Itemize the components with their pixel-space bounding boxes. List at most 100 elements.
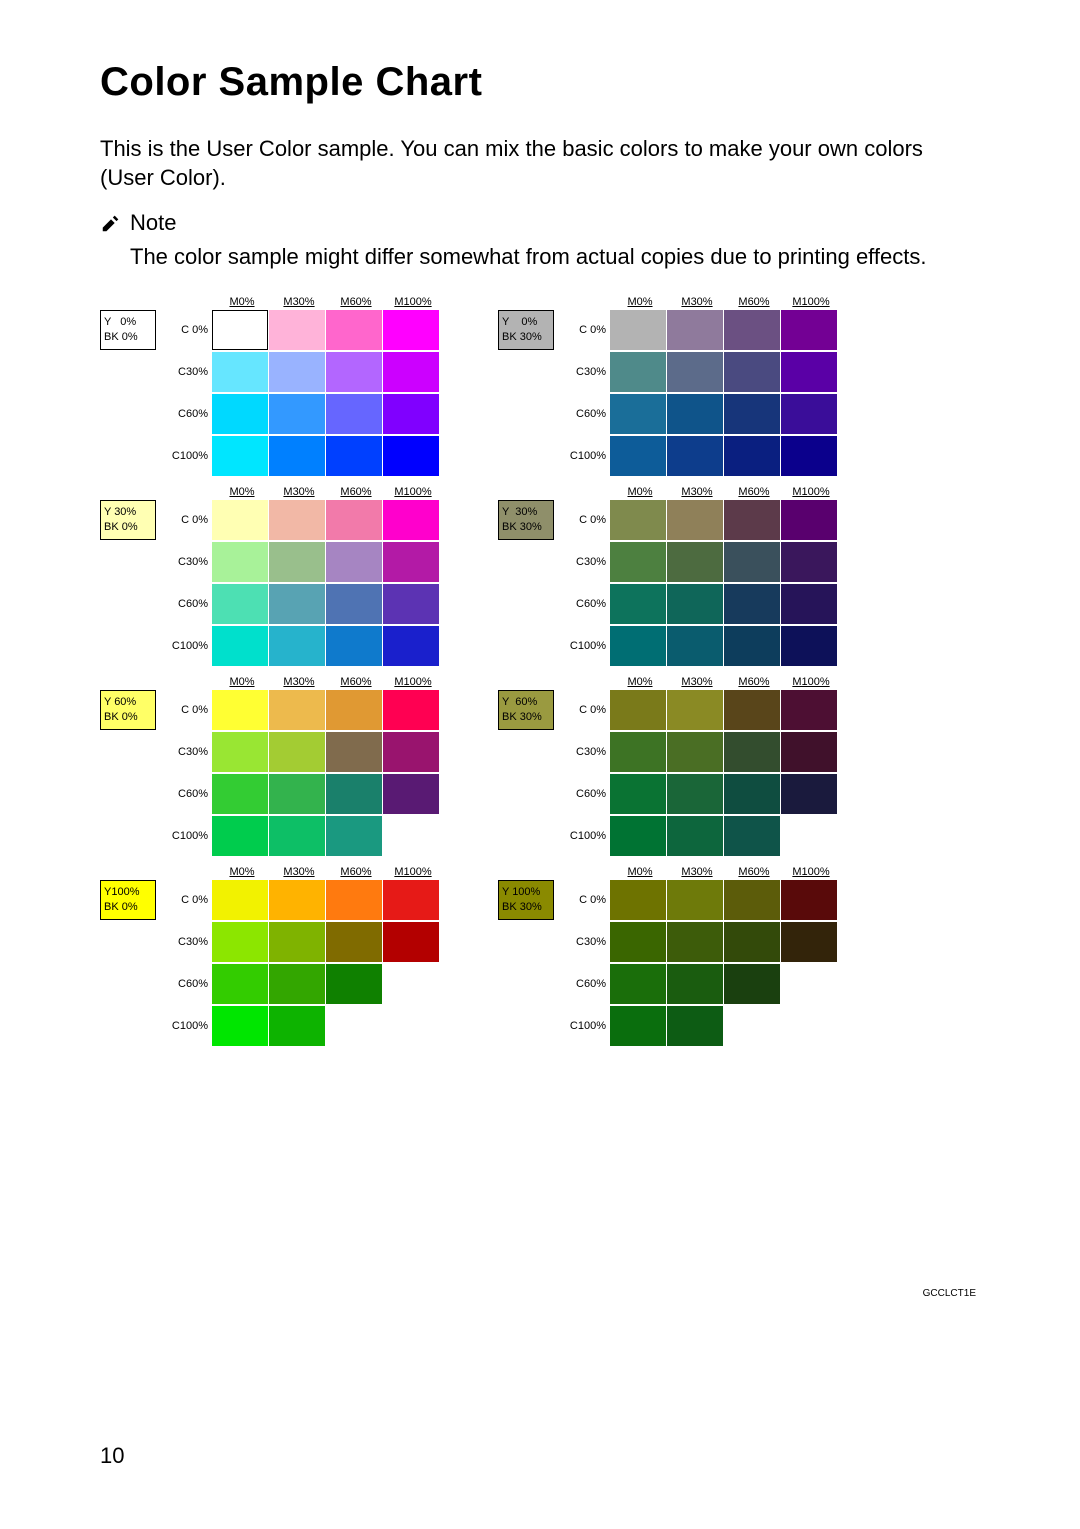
c-label: C100% <box>554 830 610 842</box>
pen-icon <box>100 212 124 239</box>
color-swatch <box>610 542 666 582</box>
color-swatch <box>212 352 268 392</box>
m-label: M100% <box>783 486 839 498</box>
color-swatch <box>781 542 837 582</box>
color-swatch <box>383 690 439 730</box>
m-label: M30% <box>669 866 725 878</box>
m-label: M60% <box>726 296 782 308</box>
swatch-row: Y 60% BK 0%C 0% <box>100 690 442 730</box>
color-swatch <box>781 816 837 856</box>
swatch-row: C30% <box>100 352 442 392</box>
intro-text: This is the User Color sample. You can m… <box>100 135 980 192</box>
color-swatch <box>326 690 382 730</box>
c-label: C30% <box>554 366 610 378</box>
m-label: M30% <box>669 486 725 498</box>
color-swatch <box>781 880 837 920</box>
m-label: M60% <box>328 486 384 498</box>
color-swatch <box>383 626 439 666</box>
swatch-row: C100% <box>100 1006 442 1046</box>
swatch-row: C100% <box>498 436 840 476</box>
yk-box: Y 60% BK 0% <box>100 690 156 730</box>
c-label: C 0% <box>156 514 212 526</box>
color-swatch <box>269 500 325 540</box>
color-swatch <box>667 732 723 772</box>
c-label: C100% <box>554 640 610 652</box>
color-swatch <box>269 816 325 856</box>
swatch-row: C30% <box>498 352 840 392</box>
color-swatch <box>724 500 780 540</box>
color-swatch <box>212 922 268 962</box>
color-swatch <box>724 964 780 1004</box>
swatch-row: C60% <box>100 774 442 814</box>
color-swatch <box>383 816 439 856</box>
cmyk-block: M0%M30%M60%M100%Y 60% BK 30%C 0%C30%C60%… <box>498 676 840 856</box>
color-swatch <box>610 352 666 392</box>
swatch-row: C60% <box>100 584 442 624</box>
color-swatch <box>724 626 780 666</box>
color-swatch <box>724 394 780 434</box>
color-swatch <box>610 922 666 962</box>
color-swatch <box>724 816 780 856</box>
c-label: C30% <box>156 936 212 948</box>
swatch-row: C100% <box>498 816 840 856</box>
m-axis-labels: M0%M30%M60%M100% <box>498 486 840 498</box>
swatch-row: C100% <box>100 816 442 856</box>
color-swatch <box>383 584 439 624</box>
c-label: C60% <box>554 978 610 990</box>
color-swatch <box>326 542 382 582</box>
right-column: M0%M30%M60%M100%Y 0% BK 30%C 0%C30%C60%C… <box>498 296 840 1056</box>
color-swatch <box>667 880 723 920</box>
swatch-row: Y 100% BK 30%C 0% <box>498 880 840 920</box>
c-label: C100% <box>156 640 212 652</box>
c-label: C60% <box>554 598 610 610</box>
color-swatch <box>326 436 382 476</box>
color-swatch <box>724 1006 780 1046</box>
color-swatch <box>212 690 268 730</box>
swatch-row: C60% <box>498 964 840 1004</box>
m-label: M60% <box>328 866 384 878</box>
color-swatch <box>781 500 837 540</box>
color-swatch <box>667 352 723 392</box>
color-swatch <box>212 500 268 540</box>
m-axis-labels: M0%M30%M60%M100% <box>100 676 442 688</box>
c-label: C30% <box>156 366 212 378</box>
color-swatch <box>724 690 780 730</box>
swatch-row: Y 30% BK 0%C 0% <box>100 500 442 540</box>
swatch-row: C30% <box>498 542 840 582</box>
color-swatch <box>667 436 723 476</box>
color-swatch <box>724 922 780 962</box>
m-label: M100% <box>385 296 441 308</box>
page-title: Color Sample Chart <box>100 60 980 105</box>
color-swatch <box>724 310 780 350</box>
m-label: M60% <box>726 866 782 878</box>
c-label: C100% <box>554 1020 610 1032</box>
page-number: 10 <box>100 1443 124 1469</box>
color-swatch <box>610 690 666 730</box>
color-swatch <box>383 922 439 962</box>
color-swatch <box>326 964 382 1004</box>
swatch-row: C60% <box>100 394 442 434</box>
color-swatch <box>269 584 325 624</box>
color-swatch <box>781 394 837 434</box>
color-swatch <box>610 1006 666 1046</box>
color-swatch <box>269 626 325 666</box>
cmyk-block: M0%M30%M60%M100%Y 30% BK 0%C 0%C30%C60%C… <box>100 486 442 666</box>
yk-box: Y 100% BK 30% <box>498 880 554 920</box>
c-label: C60% <box>156 788 212 800</box>
color-swatch <box>781 584 837 624</box>
color-swatch <box>383 732 439 772</box>
color-swatch <box>667 500 723 540</box>
yk-box: Y 30% BK 0% <box>100 500 156 540</box>
color-swatch <box>383 774 439 814</box>
swatch-row: C30% <box>100 542 442 582</box>
color-swatch <box>212 626 268 666</box>
color-swatch <box>724 542 780 582</box>
m-label: M0% <box>214 866 270 878</box>
m-label: M60% <box>328 676 384 688</box>
color-swatch <box>326 352 382 392</box>
color-swatch <box>326 816 382 856</box>
color-swatch <box>383 310 439 350</box>
color-swatch <box>269 1006 325 1046</box>
c-label: C30% <box>554 936 610 948</box>
color-swatch <box>610 310 666 350</box>
